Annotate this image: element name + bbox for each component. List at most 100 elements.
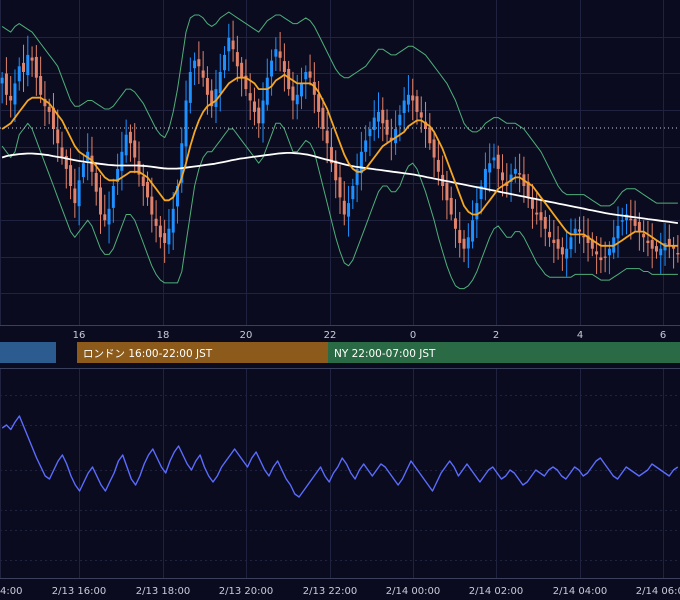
candle-body — [205, 78, 209, 95]
candle-body — [364, 140, 368, 152]
candle-body — [488, 163, 492, 173]
candle-body — [334, 160, 338, 181]
time-tick-label: 18 — [157, 330, 170, 341]
candle-body — [287, 68, 291, 90]
oscillator-line — [1, 415, 679, 498]
candle-body — [355, 168, 359, 185]
candle-body — [312, 81, 316, 95]
candle-body — [616, 225, 620, 239]
candle-body — [116, 168, 120, 182]
session-ny[interactable] — [328, 342, 680, 363]
datetime-tick-label: 2/14 04:00 — [553, 586, 607, 597]
candle-body — [193, 60, 197, 69]
candle-body — [22, 62, 26, 72]
candle-body — [646, 240, 650, 243]
candle-body — [654, 246, 658, 252]
session-tokyo[interactable] — [0, 342, 56, 363]
candle-body — [124, 134, 128, 156]
candle-body — [496, 154, 500, 169]
candle-body — [150, 196, 154, 215]
session-london[interactable] — [77, 342, 328, 363]
candle-body — [94, 173, 98, 192]
candle-body — [424, 121, 428, 129]
candle-body — [180, 143, 184, 183]
candle-body — [650, 239, 654, 249]
session-bar: ロンドン 16:00-22:00 JST NY 22:00-07:00 JST — [0, 342, 680, 363]
candle-body — [60, 147, 64, 158]
candle-body — [620, 220, 624, 222]
candle-body — [466, 237, 470, 249]
candle-body — [599, 257, 603, 261]
candle-body — [175, 186, 179, 207]
candle-body — [462, 238, 466, 249]
candle-body — [34, 56, 38, 78]
candle-body — [17, 66, 21, 82]
candle-body — [458, 230, 462, 243]
candle-body — [428, 127, 432, 144]
candle-body — [99, 187, 102, 215]
candle-body — [411, 95, 415, 101]
candle-body — [419, 112, 423, 118]
candle-body — [167, 228, 171, 245]
candle-body — [372, 117, 376, 131]
candle-body — [406, 94, 410, 105]
candle-body — [304, 72, 308, 80]
candle-body — [342, 200, 346, 215]
time-tick-label: 0 — [410, 330, 416, 341]
candle-body — [201, 70, 205, 78]
candle-body — [676, 252, 680, 255]
session-ny-label: NY 22:00-07:00 JST — [334, 348, 436, 360]
candle-body — [244, 75, 248, 90]
candle-body — [188, 72, 192, 103]
candle-body — [235, 52, 239, 67]
ma-long-line — [1, 151, 679, 224]
candle-body — [300, 83, 304, 97]
candle-body — [535, 212, 539, 215]
candle-body — [270, 60, 274, 77]
candle-body — [197, 59, 201, 67]
candle-body — [39, 76, 43, 95]
datetime-tick-label: 2/14 06:00 — [636, 586, 680, 597]
candle-body — [128, 131, 132, 144]
candle-body — [111, 186, 115, 208]
candle-body — [47, 106, 51, 112]
candle-body — [231, 40, 235, 50]
candle-body — [184, 100, 188, 147]
candle-body — [141, 176, 145, 186]
candle-body — [483, 168, 487, 188]
candle-body — [672, 245, 676, 249]
ma-short-line — [1, 73, 678, 247]
candle-body — [163, 233, 167, 243]
candle-body — [573, 228, 577, 234]
candle-body — [402, 100, 406, 114]
candle-body — [90, 155, 94, 172]
candle-body — [565, 248, 569, 259]
candle-body — [120, 151, 124, 171]
candle-body — [633, 219, 637, 226]
candle-body — [471, 220, 475, 242]
candle-body — [158, 225, 162, 238]
oscillator-panel-grid — [0, 369, 680, 578]
candle-body — [51, 107, 55, 129]
candle-body — [637, 221, 641, 232]
candle-body — [560, 247, 564, 255]
candle-body — [291, 86, 295, 101]
moving-averages — [1, 73, 679, 247]
candle-body — [252, 101, 256, 112]
candle-body — [642, 233, 646, 238]
candle-body — [137, 161, 141, 175]
candle-body — [539, 212, 543, 221]
candle-body — [590, 239, 594, 249]
candle-body — [530, 198, 534, 209]
candle-body — [445, 182, 449, 201]
candle-body — [0, 77, 4, 84]
datetime-tick-label: 4:00 — [0, 586, 22, 597]
candle-body — [376, 111, 380, 122]
datetime-tick-label: 2/13 16:00 — [52, 586, 106, 597]
candle-body — [492, 157, 496, 161]
candle-body — [274, 49, 278, 57]
candle-body — [171, 208, 175, 233]
datetime-tick-label: 2/13 20:00 — [219, 586, 273, 597]
candle-body — [659, 248, 663, 256]
